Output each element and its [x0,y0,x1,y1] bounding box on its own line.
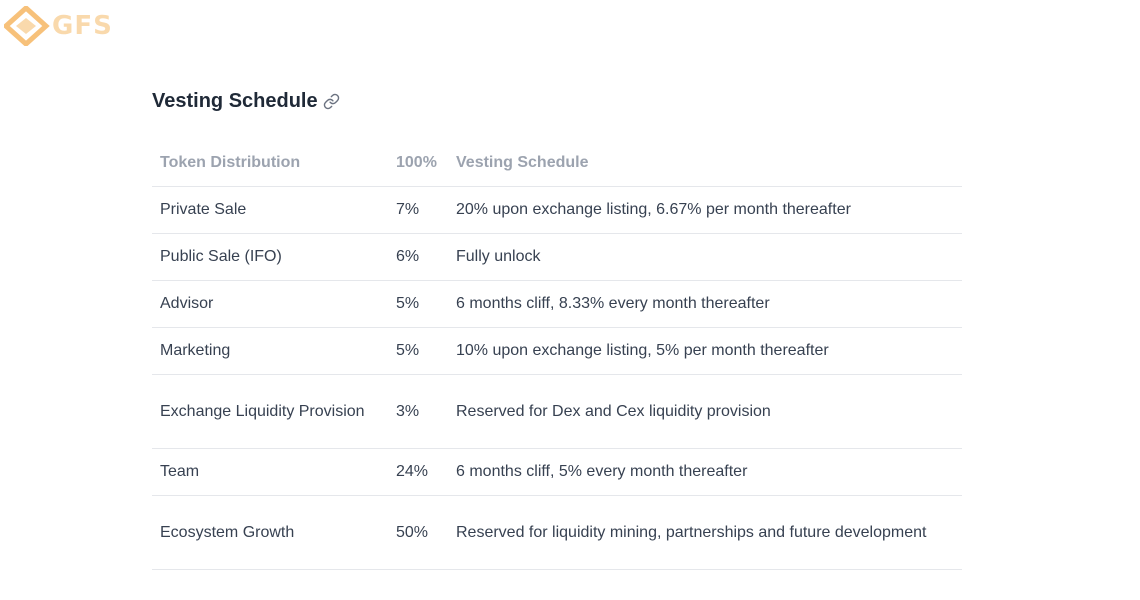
row-name: Advisor [152,280,388,328]
row-percent: 50% [388,495,448,570]
header-token-distribution: Token Distribution [152,140,388,187]
section-title: Vesting Schedule [152,89,318,112]
row-schedule: 20% upon exchange listing, 6.67% per mon… [448,186,962,234]
table-row: Ecosystem Growth 50% Reserved for liquid… [152,495,962,570]
row-name: Private Sale [152,186,388,234]
row-percent: 7% [388,186,448,234]
row-name: Team [152,448,388,496]
row-name: Exchange Liquidity Provision [152,374,388,449]
table-row: Private Sale 7% 20% upon exchange listin… [152,186,962,234]
section-heading: Vesting Schedule [152,86,962,116]
row-schedule: Fully unlock [448,233,962,281]
table-row: Exchange Liquidity Provision 3% Reserved… [152,374,962,449]
table-row: Advisor 5% 6 months cliff, 8.33% every m… [152,280,962,328]
table-row: Public Sale (IFO) 6% Fully unlock [152,233,962,281]
vesting-table: Token Distribution 100% Vesting Schedule… [152,140,962,570]
row-percent: 5% [388,280,448,328]
table-row: Team 24% 6 months cliff, 5% every month … [152,448,962,496]
row-schedule: 10% upon exchange listing, 5% per month … [448,327,962,375]
link-icon[interactable] [323,93,340,110]
row-percent: 24% [388,448,448,496]
header-vesting-schedule: Vesting Schedule [448,140,962,187]
row-schedule: Reserved for liquidity mining, partnersh… [448,495,962,570]
table-row: Marketing 5% 10% upon exchange listing, … [152,327,962,375]
table-header-row: Token Distribution 100% Vesting Schedule [152,140,962,187]
row-name: Public Sale (IFO) [152,233,388,281]
row-name: Ecosystem Growth [152,495,388,570]
header-total-percent: 100% [388,140,448,187]
row-schedule: 6 months cliff, 8.33% every month therea… [448,280,962,328]
row-percent: 5% [388,327,448,375]
gfs-logo-mark-icon [4,6,50,46]
gfs-logo-text: GFS [52,11,113,41]
vesting-section: Vesting Schedule Token Distribution 100%… [152,86,962,570]
row-percent: 6% [388,233,448,281]
row-name: Marketing [152,327,388,375]
row-schedule: 6 months cliff, 5% every month thereafte… [448,448,962,496]
row-percent: 3% [388,374,448,449]
row-schedule: Reserved for Dex and Cex liquidity provi… [448,374,962,449]
gfs-logo[interactable]: GFS [4,6,130,46]
